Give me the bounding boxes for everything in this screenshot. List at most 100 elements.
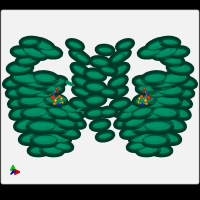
Ellipse shape — [20, 95, 44, 105]
Ellipse shape — [55, 144, 66, 147]
Ellipse shape — [140, 48, 160, 56]
Ellipse shape — [88, 98, 99, 101]
Ellipse shape — [159, 97, 173, 101]
Ellipse shape — [164, 40, 174, 43]
Ellipse shape — [153, 46, 177, 58]
Ellipse shape — [40, 48, 60, 56]
Ellipse shape — [129, 142, 147, 150]
Ellipse shape — [150, 146, 170, 154]
Ellipse shape — [42, 84, 62, 92]
Ellipse shape — [77, 55, 85, 60]
Ellipse shape — [94, 60, 104, 63]
Ellipse shape — [163, 121, 177, 126]
Ellipse shape — [33, 135, 57, 145]
Ellipse shape — [131, 144, 142, 147]
Ellipse shape — [113, 55, 121, 60]
Ellipse shape — [66, 117, 84, 127]
Ellipse shape — [138, 80, 149, 83]
Ellipse shape — [146, 137, 160, 141]
Ellipse shape — [168, 106, 188, 118]
Ellipse shape — [142, 109, 164, 119]
Ellipse shape — [116, 107, 125, 112]
Ellipse shape — [134, 135, 147, 139]
Ellipse shape — [72, 51, 84, 59]
Ellipse shape — [16, 75, 30, 79]
Ellipse shape — [72, 100, 88, 108]
Ellipse shape — [169, 48, 187, 56]
Ellipse shape — [16, 118, 40, 130]
Ellipse shape — [30, 87, 54, 97]
Ellipse shape — [120, 43, 128, 46]
Ellipse shape — [45, 78, 65, 86]
Ellipse shape — [114, 102, 123, 105]
Ellipse shape — [72, 107, 81, 112]
Ellipse shape — [36, 100, 49, 104]
Ellipse shape — [120, 109, 136, 119]
Ellipse shape — [21, 133, 43, 143]
Ellipse shape — [172, 88, 192, 96]
Ellipse shape — [19, 121, 33, 126]
Ellipse shape — [11, 90, 22, 93]
Ellipse shape — [143, 135, 167, 145]
Ellipse shape — [101, 67, 115, 73]
Ellipse shape — [13, 99, 24, 104]
Ellipse shape — [156, 95, 180, 105]
Ellipse shape — [125, 129, 136, 134]
Ellipse shape — [146, 87, 170, 97]
Ellipse shape — [153, 148, 164, 151]
Ellipse shape — [87, 109, 103, 117]
Ellipse shape — [15, 50, 26, 53]
Ellipse shape — [163, 73, 187, 83]
Ellipse shape — [42, 146, 62, 154]
Ellipse shape — [101, 89, 115, 95]
Ellipse shape — [50, 135, 63, 139]
Ellipse shape — [152, 77, 178, 87]
Ellipse shape — [36, 109, 58, 119]
Ellipse shape — [118, 41, 132, 49]
Ellipse shape — [169, 63, 191, 73]
Ellipse shape — [143, 50, 154, 53]
Ellipse shape — [172, 65, 185, 69]
Ellipse shape — [115, 105, 129, 115]
Ellipse shape — [173, 99, 184, 104]
Ellipse shape — [112, 79, 121, 84]
Ellipse shape — [100, 48, 108, 51]
Ellipse shape — [175, 77, 195, 87]
Ellipse shape — [117, 52, 125, 57]
Ellipse shape — [9, 63, 31, 73]
Ellipse shape — [36, 137, 50, 141]
Ellipse shape — [32, 40, 52, 50]
Ellipse shape — [116, 51, 128, 59]
Ellipse shape — [69, 119, 79, 124]
Ellipse shape — [76, 90, 85, 94]
Ellipse shape — [155, 79, 171, 84]
Ellipse shape — [115, 67, 123, 72]
Ellipse shape — [112, 90, 121, 94]
Ellipse shape — [162, 39, 178, 45]
Ellipse shape — [162, 56, 182, 64]
Ellipse shape — [141, 86, 152, 89]
Ellipse shape — [73, 65, 87, 75]
Ellipse shape — [10, 97, 30, 107]
Ellipse shape — [75, 77, 89, 87]
Ellipse shape — [74, 88, 90, 96]
Ellipse shape — [22, 39, 38, 45]
Ellipse shape — [113, 65, 127, 75]
Ellipse shape — [138, 98, 149, 101]
Ellipse shape — [111, 77, 125, 87]
Ellipse shape — [47, 133, 69, 143]
Ellipse shape — [158, 85, 182, 95]
Ellipse shape — [149, 89, 163, 93]
Ellipse shape — [103, 68, 111, 71]
Ellipse shape — [145, 121, 171, 131]
Ellipse shape — [61, 129, 72, 134]
Ellipse shape — [133, 121, 157, 131]
Ellipse shape — [92, 121, 108, 129]
Ellipse shape — [48, 107, 68, 117]
Ellipse shape — [21, 87, 35, 91]
Ellipse shape — [86, 83, 104, 91]
Ellipse shape — [160, 135, 173, 139]
Ellipse shape — [153, 107, 177, 117]
Ellipse shape — [112, 54, 124, 62]
Ellipse shape — [48, 80, 59, 83]
